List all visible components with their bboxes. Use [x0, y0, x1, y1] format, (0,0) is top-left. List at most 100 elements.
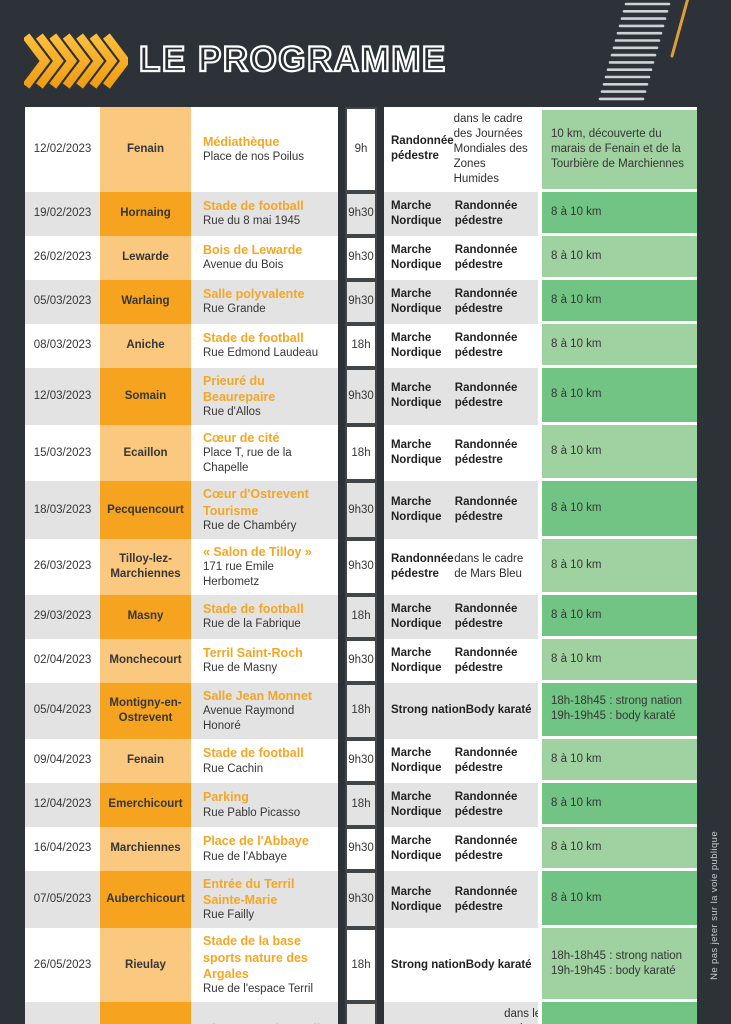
time-cell: 9h30 — [345, 367, 377, 426]
activity-cell: Marche Nordique Randonnée pédestre — [384, 367, 538, 426]
location-cell: Lewarde — [100, 235, 191, 280]
venue-address: Rue de Masny — [203, 662, 278, 675]
venue-cell: Salle Jean Monnet Avenue Raymond Honoré — [191, 682, 338, 739]
distance-cell: 8 à 10 km — [538, 425, 697, 482]
venue-cell: Médiathèque Place de nos Poilus — [191, 107, 338, 192]
column-gap — [338, 827, 345, 871]
activity-cell: Marche Nordique Randonnée pédestre — [384, 425, 538, 482]
venue-address: Avenue du Bois — [203, 259, 284, 272]
venue-name: Chevrettes du Terril — [203, 1021, 320, 1024]
location-cell: Marchiennes — [100, 826, 191, 871]
location-cell: Tilloy-lez-Marchiennes — [100, 538, 191, 595]
column-gap — [338, 783, 345, 827]
venue-address: Rue du 8 mai 1945 — [203, 215, 301, 228]
location-cell: Montigny-en-Ostrevent — [100, 682, 191, 739]
venue-name: « Salon de Tilloy » — [203, 544, 312, 559]
distance-cell: 18h-18h45 : strong nation 19h-19h45 : bo… — [538, 928, 697, 1003]
column-gap — [377, 192, 384, 236]
venue-name: Stade de football — [203, 199, 304, 214]
distance-cell: 8 à 10 km — [538, 481, 697, 539]
activity-cell: Marche Nordique Randonnée pédestre — [384, 782, 538, 827]
column-gap — [377, 871, 384, 928]
venue-cell: « Salon de Tilloy » 171 rue Emile Herbom… — [191, 538, 338, 595]
column-gap — [338, 481, 345, 538]
column-gap — [377, 280, 384, 324]
date-cell: 26/05/2023 — [25, 928, 100, 1003]
table-row: 26/03/2023 Tilloy-lez-Marchiennes « Salo… — [25, 538, 697, 595]
venue-name: Place de l'Abbaye — [203, 834, 309, 849]
column-gap — [338, 324, 345, 368]
table-row: 19/02/2023 Hornaing Stade de football Ru… — [25, 191, 697, 236]
venue-cell: Parking Rue Pablo Picasso — [191, 782, 338, 827]
time-cell: 18h — [345, 782, 377, 827]
venue-address: Rue de l'espace Terril — [203, 983, 314, 996]
time-cell: 9h30 — [345, 870, 377, 929]
venue-address: Place de nos Poilus — [203, 151, 305, 163]
column-gap — [377, 639, 384, 683]
time-cell: 9h30 — [345, 1002, 377, 1024]
table-row: 05/04/2023 Montigny-en-Ostrevent Salle J… — [25, 682, 697, 739]
venue-address: Rue Failly — [203, 909, 255, 922]
date-cell: 12/03/2023 — [25, 367, 100, 426]
venue-name: Stade de football — [203, 602, 304, 617]
venue-address: Rue Edmond Laudeau — [203, 347, 319, 360]
column-gap — [377, 481, 384, 538]
location-cell: Monchecourt — [100, 638, 191, 683]
time-cell: 18h — [345, 594, 377, 639]
column-gap — [377, 683, 384, 739]
column-gap — [377, 827, 384, 871]
distance-cell: 8 à 10 km — [538, 826, 697, 871]
location-cell: Rieulay — [100, 928, 191, 1003]
column-gap — [338, 683, 345, 739]
table-row: 15/03/2023 Ecaillon Cœur de cité Place T… — [25, 425, 697, 482]
activity-cell: Marche Nordique Randonnée pédestre — [384, 235, 538, 280]
column-gap — [377, 1002, 384, 1024]
venue-address: Rue Pablo Picasso — [203, 806, 301, 819]
vertical-note: Ne pas jeter sur la voie publique — [709, 831, 720, 980]
column-gap — [377, 236, 384, 280]
column-gap — [377, 425, 384, 481]
time-cell: 9h30 — [345, 279, 377, 324]
page-title: LE PROGRAMME — [138, 39, 447, 80]
activity-cell: Marche Nordique Randonnée pédestre — [384, 191, 538, 236]
venue-name: Prieuré du Beaurepaire — [203, 373, 276, 404]
venue-address: Avenue Raymond Honoré — [203, 705, 295, 732]
distance-cell: 10 km, découverte du marais de Fenain et… — [538, 107, 697, 192]
distance-cell: 8 à 10 km — [538, 638, 697, 683]
column-gap — [338, 739, 345, 783]
column-gap — [338, 639, 345, 683]
venue-name: Stade de la base sports nature des Argal… — [203, 934, 308, 981]
venue-name: Bois de Lewarde — [203, 243, 303, 258]
location-cell: Fenain — [100, 738, 191, 783]
table-row: 11/06/2023 Rieulay Chevrettes du Terril … — [25, 1002, 697, 1024]
table-row: 12/02/2023 Fenain Médiathèque Place de n… — [25, 107, 697, 192]
date-cell: 16/04/2023 — [25, 826, 100, 871]
date-cell: 26/03/2023 — [25, 538, 100, 595]
table-row: 16/04/2023 Marchiennes Place de l'Abbaye… — [25, 826, 697, 871]
date-cell: 29/03/2023 — [25, 594, 100, 639]
time-cell: 9h30 — [345, 826, 377, 871]
distance-cell: 18h-18h45 : strong nation 19h-19h45 : bo… — [538, 682, 697, 739]
table-row: 18/03/2023 Pecquencourt Cœur d'Ostrevent… — [25, 481, 697, 539]
venue-cell: Chevrettes du Terril Au bout de la rue d… — [191, 1002, 338, 1024]
date-cell: 11/06/2023 — [25, 1002, 100, 1024]
date-cell: 05/03/2023 — [25, 279, 100, 324]
activity-cell: Marche Nordique Randonnée pédestre — [384, 638, 538, 683]
table-row: 26/02/2023 Lewarde Bois de Lewarde Avenu… — [25, 235, 697, 280]
column-gap — [338, 871, 345, 928]
column-gap — [338, 928, 345, 1002]
venue-name: Salle Jean Monnet — [203, 688, 313, 703]
column-gap — [338, 539, 345, 595]
location-cell: Warlaing — [100, 279, 191, 324]
venue-cell: Stade de la base sports nature des Argal… — [191, 928, 338, 1003]
column-gap — [338, 280, 345, 324]
location-cell: Masny — [100, 594, 191, 639]
date-cell: 26/02/2023 — [25, 235, 100, 280]
distance-cell: 8 à 10 km — [538, 782, 697, 827]
venue-cell: Stade de football Rue du 8 mai 1945 — [191, 191, 338, 236]
venue-address: Rue de l'Abbaye — [203, 850, 288, 863]
activity-cell: Marche Nordique Randonnée pédestre dans … — [384, 1002, 541, 1024]
distance-cell: 8 à 10 km — [538, 279, 697, 324]
activity-cell: Marche Nordique Randonnée pédestre — [384, 323, 538, 368]
column-gap — [338, 107, 345, 192]
